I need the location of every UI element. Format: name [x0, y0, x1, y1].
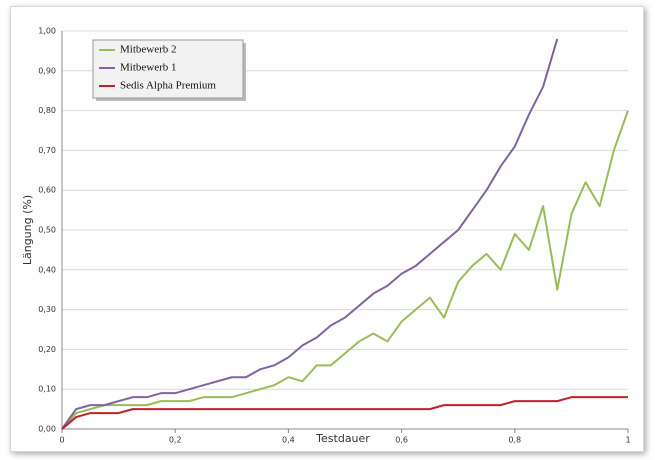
legend-box — [92, 39, 244, 99]
y-tick-label: 1,00 — [38, 27, 56, 36]
y-tick-label: 0,30 — [38, 305, 56, 314]
y-tick-label: 0,90 — [38, 66, 56, 75]
y-tick-label: 0,10 — [38, 385, 56, 394]
y-tick-label: 0,50 — [38, 226, 56, 235]
x-tick-label: 0 — [59, 436, 64, 445]
y-tick-label: 0,40 — [38, 265, 56, 274]
x-tick-label: 0,8 — [508, 436, 521, 445]
y-tick-label: 0,60 — [38, 186, 56, 195]
x-tick-label: 0,6 — [395, 436, 408, 445]
y-axis-title: Längung (%) — [21, 195, 34, 265]
series-line — [61, 110, 629, 430]
y-tick-label: 0,70 — [38, 146, 56, 155]
legend-label: Sedis Alpha Premium — [120, 80, 216, 92]
series-line — [61, 396, 628, 430]
y-tick-label: 0,20 — [38, 345, 56, 354]
x-tick-label: 0,2 — [169, 436, 182, 445]
legend-label: Mitbewerb 2 — [120, 44, 177, 56]
x-axis-title: Testdauer — [315, 432, 370, 445]
y-tick-label: 0,00 — [38, 425, 56, 434]
x-tick-label: 1 — [625, 436, 630, 445]
x-tick-label: 0,4 — [282, 436, 295, 445]
y-tick-label: 0,80 — [38, 106, 56, 115]
series-line — [61, 38, 559, 430]
legend-label: Mitbewerb 1 — [120, 62, 177, 74]
